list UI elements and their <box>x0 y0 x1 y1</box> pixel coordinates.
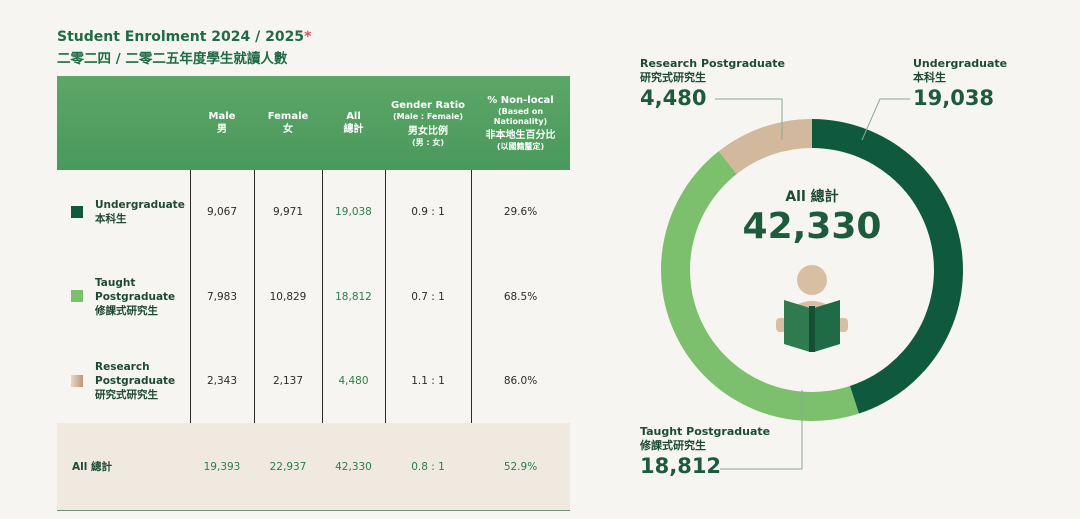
row-label: Undergraduate 本科生 <box>95 199 185 225</box>
table-row: Taught Postgraduate 修課式研究生 7,983 10,829 18… <box>57 254 570 339</box>
col-gender-ratio: Gender Ratio (Male : Female) 男女比例 (男 : 女) <box>391 99 465 147</box>
divider <box>385 170 386 423</box>
divider <box>190 170 191 423</box>
donut-center-label: All 總計 <box>785 189 839 205</box>
leader-line-research <box>715 98 783 140</box>
col-nonlocal: % Non-local (Based on Nationality) 非本地生百分比… <box>485 95 556 151</box>
slice-taught-postgraduate <box>660 151 859 422</box>
col-male: Male 男 <box>208 111 236 135</box>
cell-male: 9,067 <box>206 206 238 218</box>
taught-swatch <box>71 290 83 302</box>
total-female: 22,937 <box>269 460 307 473</box>
table-bottom-rule <box>57 510 570 511</box>
cell-all: 19,038 <box>335 206 372 218</box>
leader-line-taught <box>720 390 803 470</box>
row-label: Taught Postgraduate 修課式研究生 <box>95 276 176 317</box>
table-header: Male 男 Female 女 All 總計 Gender Ratio (Male : … <box>57 76 570 170</box>
label-research: Research Postgraduate 研究式研究生 4,480 <box>640 57 785 110</box>
donut-center-total: 42,330 <box>742 206 882 247</box>
cell-female: 2,137 <box>272 375 304 387</box>
cell-nonlocal: 86.0% <box>503 375 538 387</box>
cell-all: 18,812 <box>335 290 372 303</box>
cell-all: 4,480 <box>338 375 369 387</box>
research-swatch <box>71 375 83 387</box>
cell-ratio: 0.9 : 1 <box>411 206 445 218</box>
label-undergraduate: Undergraduate 本科生 19,038 <box>913 57 1008 110</box>
col-female: Female 女 <box>267 111 309 135</box>
cell-female: 9,971 <box>272 206 304 218</box>
divider <box>322 170 323 423</box>
table-row: Undergraduate 本科生 9,067 9,971 19,038 0.9 … <box>57 170 570 254</box>
total-male: 19,393 <box>203 460 241 473</box>
reading-person-icon <box>776 265 848 352</box>
label-taught: Taught Postgraduate 修課式研究生 18,812 <box>640 425 771 478</box>
total-nonlocal: 52.9% <box>503 460 538 473</box>
total-ratio: 0.8 : 1 <box>411 460 445 473</box>
total-label: All 總計 <box>72 461 112 473</box>
asterisk: * <box>304 29 312 45</box>
row-label: Research Postgraduate 研究式研究生 <box>95 361 176 401</box>
col-all: All 總計 <box>343 111 364 135</box>
cell-nonlocal: 68.5% <box>503 290 538 303</box>
slice-research-postgraduate <box>718 119 812 174</box>
cell-ratio: 0.7 : 1 <box>411 290 445 303</box>
divider <box>471 170 472 423</box>
cell-male: 2,343 <box>206 375 238 387</box>
cell-female: 10,829 <box>269 290 307 303</box>
divider <box>254 170 255 423</box>
slice-undergraduate <box>812 119 963 414</box>
table-row: Research Postgraduate 研究式研究生 2,343 2,137 4… <box>57 339 570 423</box>
table-total-row: All 總計 19,393 22,937 42,330 0.8 : 1 52.9… <box>57 423 570 510</box>
page-title: Student Enrolment 2024 / 2025* <box>57 29 312 45</box>
total-all: 42,330 <box>335 460 372 473</box>
cell-ratio: 1.1 : 1 <box>411 375 445 387</box>
cell-nonlocal: 29.6% <box>503 206 538 218</box>
undergraduate-swatch <box>71 206 83 218</box>
cell-male: 7,983 <box>206 290 238 303</box>
leader-line-undergraduate <box>861 98 910 141</box>
page-subtitle: 二零二四 / 二零二五年度學生就讀人數 <box>57 51 288 67</box>
